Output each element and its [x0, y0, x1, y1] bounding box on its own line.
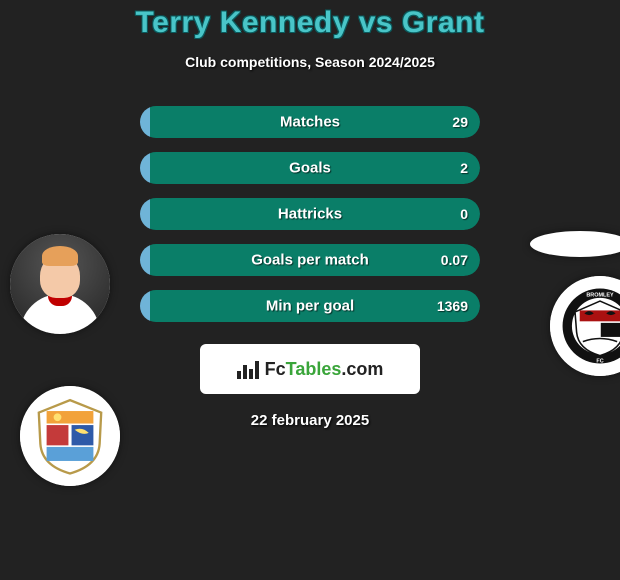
content: Matches 29 Goals 2 Hattricks 0 Goals per match… — [0, 106, 620, 429]
header: Terry Kennedy vs Grant Club competitions… — [0, 0, 620, 70]
player-left-avatar — [10, 234, 110, 334]
stat-label: Goals — [289, 160, 331, 177]
page-subtitle: Club competitions, Season 2024/2025 — [0, 54, 620, 70]
svg-text:FC: FC — [596, 359, 603, 365]
stat-label: Min per goal — [266, 298, 354, 315]
club-crest-left-icon — [31, 397, 109, 475]
stat-bars: Matches 29 Goals 2 Hattricks 0 Goals per match… — [140, 106, 480, 322]
stat-label: Goals per match — [251, 252, 369, 269]
stat-value-right: 2 — [460, 160, 468, 176]
club-left-crest — [20, 386, 120, 486]
chart-bars-icon — [237, 359, 259, 379]
stat-value-right: 0.07 — [441, 252, 468, 268]
svg-text:BROMLEY: BROMLEY — [586, 292, 614, 298]
stat-row: Goals per match 0.07 — [140, 244, 480, 276]
fctables-logo: FcTables.com — [200, 344, 420, 394]
stat-row: Hattricks 0 — [140, 198, 480, 230]
bromley-fc-crest-icon: BROMLEY FC — [561, 287, 620, 365]
stat-label: Hattricks — [278, 206, 342, 223]
page-title: Terry Kennedy vs Grant — [0, 6, 620, 40]
stat-row: Goals 2 — [140, 152, 480, 184]
fctables-logo-text: FcTables.com — [265, 359, 384, 380]
stat-value-right: 29 — [452, 114, 468, 130]
terry-kennedy-photo — [10, 234, 110, 334]
player-right-avatar — [530, 231, 620, 257]
stat-label: Matches — [280, 114, 340, 131]
club-right-crest: BROMLEY FC — [550, 276, 620, 376]
stat-row: Min per goal 1369 — [140, 290, 480, 322]
stat-value-right: 1369 — [437, 298, 468, 314]
stat-value-right: 0 — [460, 206, 468, 222]
stat-row: Matches 29 — [140, 106, 480, 138]
